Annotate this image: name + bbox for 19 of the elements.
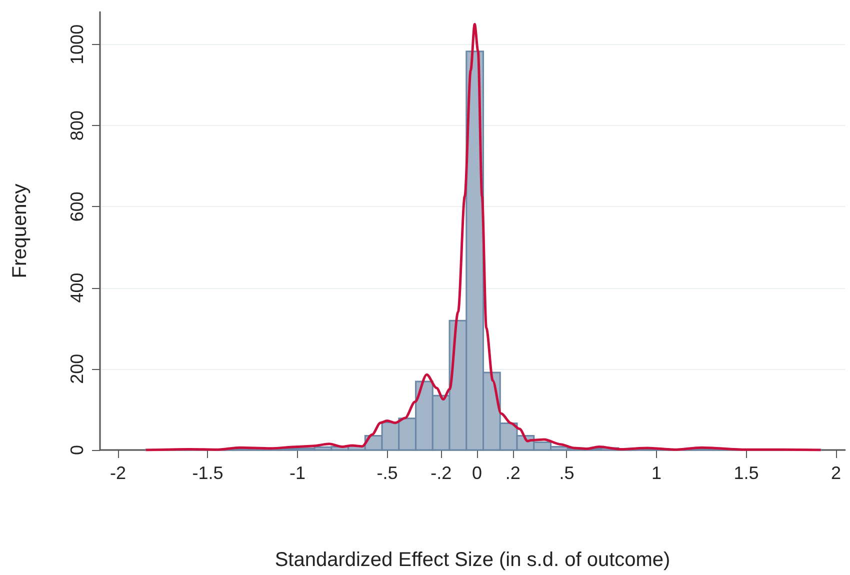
x-tick-label: -2: [110, 463, 126, 483]
y-axis-title: Frequency: [9, 184, 31, 278]
x-tick-label: -.2: [430, 463, 452, 483]
y-tick-label: 1000: [67, 24, 87, 64]
x-tick-label: 0: [472, 463, 482, 483]
x-tick-label: .5: [559, 463, 574, 483]
y-tick-label: 800: [67, 110, 87, 141]
x-tick-label: -.5: [376, 463, 398, 483]
x-axis-title: Standardized Effect Size (in s.d. of outcome): [274, 549, 670, 571]
y-tick-label: 600: [67, 192, 87, 222]
x-tick-label: -1: [289, 463, 306, 483]
x-tick-label: 1: [652, 463, 662, 483]
y-tick-label: 400: [67, 272, 87, 303]
y-tick-label: 200: [67, 354, 87, 384]
y-tick-label: 0: [67, 444, 87, 456]
x-tick-label: 2: [831, 463, 842, 483]
x-tick-label: 1.5: [734, 463, 759, 483]
x-tick-label: -1.5: [192, 463, 224, 483]
x-tick-label: .2: [505, 463, 520, 483]
